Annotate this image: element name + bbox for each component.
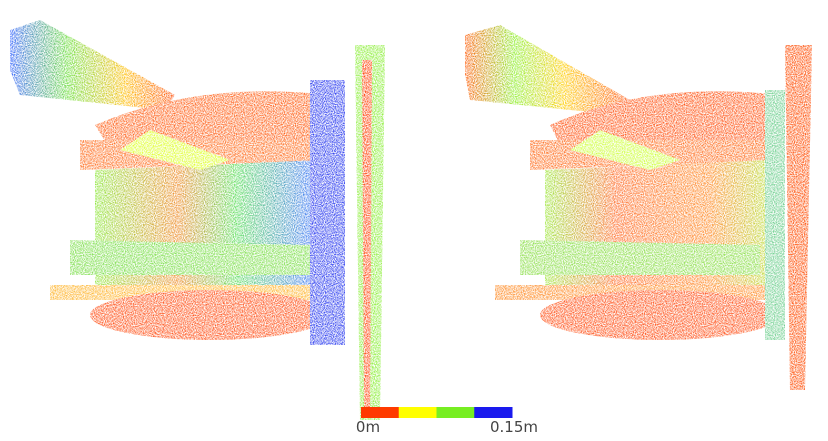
point-cloud-right	[465, 25, 812, 390]
colorbar-segment	[437, 407, 475, 418]
colorbar	[361, 407, 513, 418]
colorbar-min-label: 0m	[356, 418, 380, 436]
colorbar-max-label: 0.15m	[490, 418, 538, 436]
figure: 0m 0.15m	[0, 0, 828, 441]
colorbar-segment	[399, 407, 437, 418]
colorbar-segment	[361, 407, 399, 418]
colorbar-segment	[474, 407, 512, 418]
point-cloud-left	[10, 20, 385, 420]
